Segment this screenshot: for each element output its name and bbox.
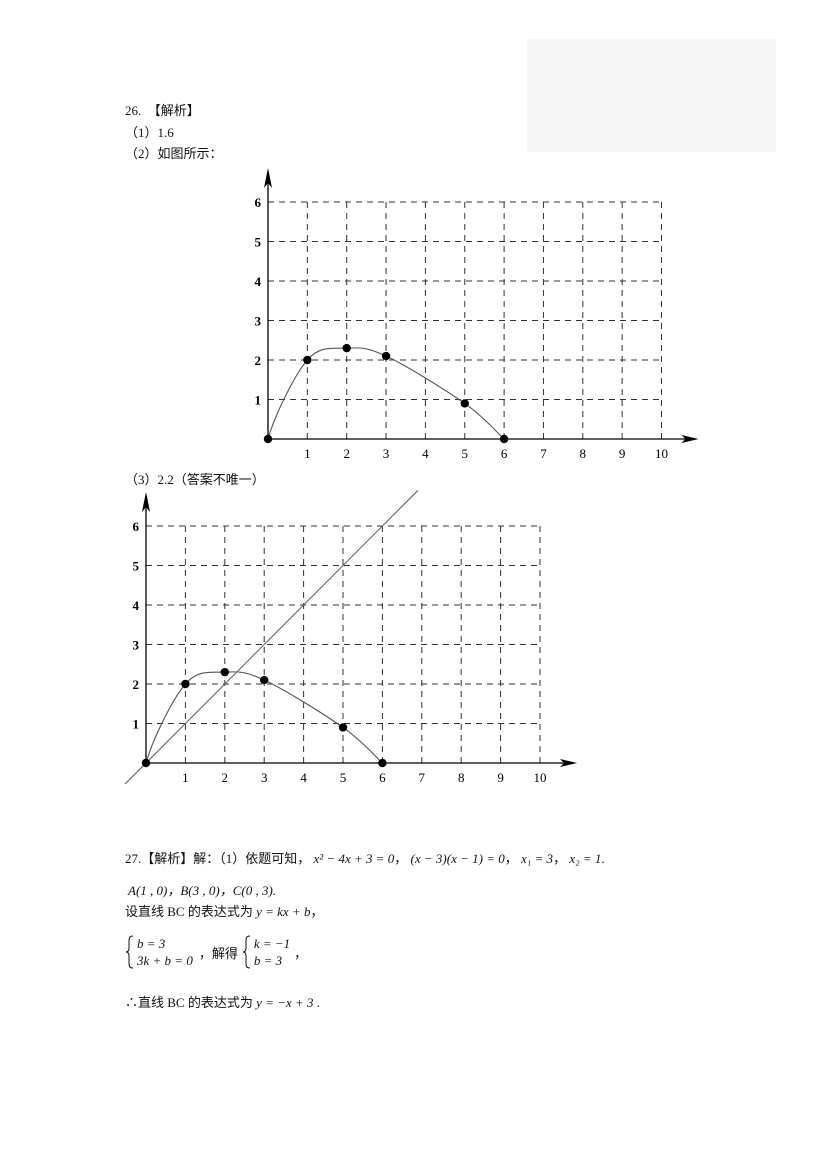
x-tick-label: 10 (655, 446, 668, 461)
x-tick-label: 6 (379, 770, 386, 785)
eq-factored: (x − 3)(x − 1) = 0 (410, 851, 505, 866)
x-tick-label: 3 (261, 770, 268, 785)
x-tick-label: 9 (497, 770, 504, 785)
y-tick-label: 2 (255, 353, 262, 368)
comma: ， (294, 945, 308, 961)
data-point (381, 351, 391, 361)
period: . (601, 851, 605, 866)
x-tick-label: 5 (462, 446, 469, 461)
x-tick-label: 8 (580, 446, 587, 461)
y-tick-label: 2 (133, 677, 140, 692)
x-tick-label: 1 (304, 446, 311, 461)
y-axis-arrow-icon (264, 168, 272, 188)
q27-points: A(1 , 0)，B(3 , 0)，C(0 , 3). (128, 883, 277, 898)
sys2-eq-b: b = 3 (253, 953, 283, 968)
brace-icon (242, 935, 250, 969)
line3-eq: y = kx + b (256, 904, 311, 919)
y-tick-label: 5 (133, 559, 140, 574)
gray-placeholder-box (527, 39, 776, 152)
y-tick-label: 1 (133, 717, 140, 732)
x-tick-label: 2 (343, 446, 350, 461)
q27-intro: 27.【解析】解：（1）依题可知， (125, 851, 311, 866)
x-tick-label: 3 (383, 446, 390, 461)
solve-label: ，解得 (198, 945, 238, 961)
x-tick-label: 7 (540, 446, 547, 461)
x-tick-label: 9 (619, 446, 626, 461)
sep: ， (504, 851, 518, 866)
x-tick-label: 7 (419, 770, 426, 785)
data-point (342, 343, 351, 353)
y-tick-label: 4 (133, 598, 140, 613)
conclusion-text: ∴直线 BC 的表达式为 (125, 995, 257, 1010)
data-point (338, 723, 348, 732)
equation-system-2: k = −1 b = 3 (242, 935, 290, 969)
x-tick-label: 1 (182, 770, 189, 785)
period: . (313, 995, 320, 1010)
data-point (499, 434, 509, 444)
x-tick-label: 2 (222, 770, 229, 785)
data-point (303, 355, 312, 365)
x-tick-label: 6 (501, 446, 508, 461)
x-tick-label: 4 (422, 446, 429, 461)
sys1-eq-b: 3k + b = 0 (137, 953, 193, 968)
q26-part3: （3）2.2（答案不唯一） (125, 472, 265, 487)
sys2-eq-a: k = −1 (253, 936, 291, 951)
eq-quadratic: x² − 4x + 3 = 0 (313, 851, 395, 866)
equation-system-1: b = 3 3k + b = 0 (125, 935, 193, 969)
q27-conclusion: ∴直线 BC 的表达式为 y = −x + 3 . (125, 995, 320, 1011)
sep: ， (394, 851, 408, 866)
x-axis-arrow-icon (681, 435, 699, 443)
q27-line1: 27.【解析】解：（1）依题可知， x² − 4x + 3 = 0， (x − … (125, 851, 605, 867)
data-point (460, 399, 469, 408)
sep: ， (553, 851, 567, 866)
q27-line3: 设直线 BC 的表达式为 y = kx + b， (125, 904, 323, 920)
x-axis-arrow-icon (560, 759, 577, 767)
equation-systems-row: b = 3 3k + b = 0 ，解得 k = −1 b = 3 ， (125, 935, 307, 969)
x-tick-label: 5 (340, 770, 347, 785)
line-y-equals-x (124, 490, 419, 785)
data-point (181, 679, 190, 689)
q26-part2: （2）如图所示： (125, 146, 223, 161)
data-point (263, 434, 273, 444)
brace-icon (125, 935, 134, 969)
conclusion-eq: y = −x + 3 (256, 995, 314, 1010)
line3-text: 设直线 BC 的表达式为 (125, 904, 257, 919)
sys1-eq-a: b = 3 (137, 936, 166, 951)
y-tick-label: 6 (255, 195, 262, 210)
q26-part1: （1）1.6 (125, 125, 174, 140)
y-tick-label: 1 (255, 393, 262, 408)
eq-root2: x₂ = 1 (569, 851, 602, 866)
comma: ， (310, 904, 324, 919)
y-tick-label: 6 (133, 519, 140, 534)
q26-header: 26. 【解析】 (125, 103, 200, 118)
data-point (260, 675, 269, 685)
x-tick-label: 8 (458, 770, 465, 785)
data-point (220, 667, 229, 677)
y-tick-label: 3 (255, 314, 262, 329)
data-point (141, 758, 151, 768)
y-tick-label: 4 (255, 274, 262, 289)
y-tick-label: 5 (255, 235, 262, 250)
x-tick-label: 10 (534, 770, 547, 785)
x-tick-label: 4 (300, 770, 307, 785)
y-tick-label: 3 (133, 638, 140, 653)
y-axis-arrow-icon (142, 492, 150, 512)
eq-root1: x₁ = 3 (521, 851, 554, 866)
data-point (378, 758, 387, 768)
